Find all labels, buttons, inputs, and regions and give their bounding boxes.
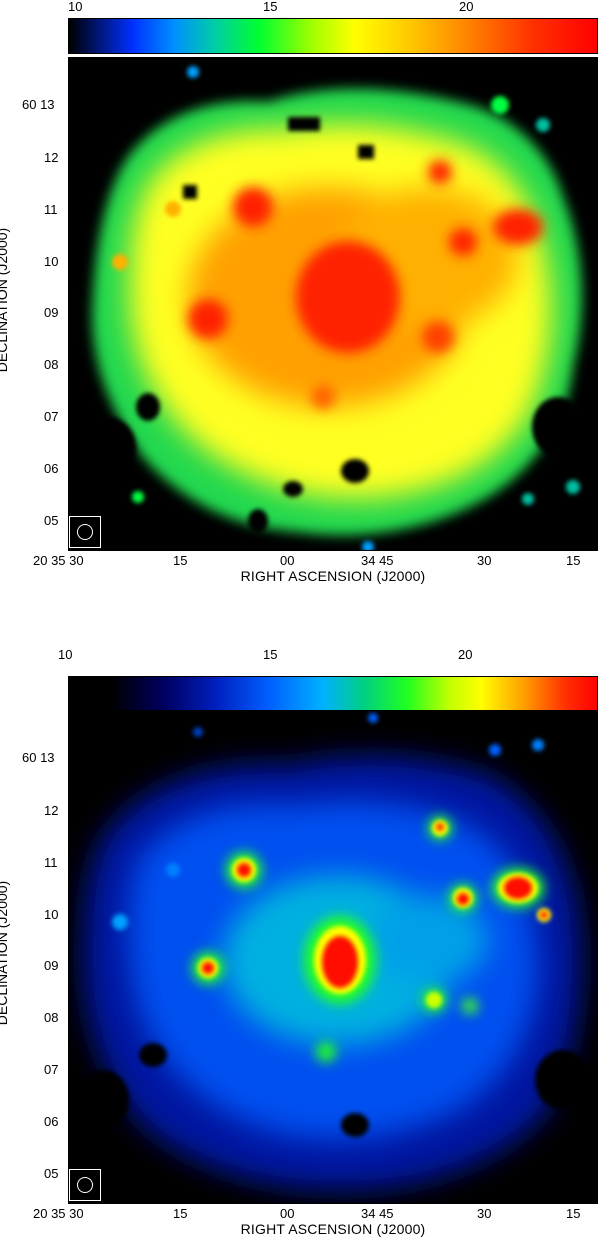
y-tick-label: 12 [44, 150, 59, 165]
x-tick-label: 30 [477, 1206, 492, 1221]
colorbar-tick-label: 20 [458, 647, 473, 662]
x-tick-label: 15 [566, 1206, 581, 1221]
y-tick-label: 06 [44, 461, 59, 476]
y-tick-label: 60 13 [22, 750, 55, 765]
beam-marker [69, 1169, 101, 1201]
y-tick-label: 10 [44, 907, 59, 922]
colorbar-tick-label: 15 [263, 0, 278, 14]
colorbar-tick-label: 10 [68, 0, 83, 14]
radio-intensity-map [68, 57, 598, 551]
y-tick-label: 10 [44, 254, 59, 269]
y-tick-label: 07 [44, 409, 59, 424]
x-tick-label: 15 [173, 553, 188, 568]
image-panel-top: 10 15 20 [0, 0, 600, 600]
y-tick-label: 09 [44, 958, 59, 973]
colorbar [68, 18, 598, 54]
colorbar-tick-label: 10 [58, 647, 73, 662]
x-tick-label: 20 35 30 [33, 553, 84, 568]
y-tick-label: 05 [44, 513, 59, 528]
y-tick-label: 05 [44, 1166, 59, 1181]
x-tick-label: 15 [566, 553, 581, 568]
x-tick-label: 00 [280, 1206, 295, 1221]
x-axis-label: RIGHT ASCENSION (J2000) [240, 568, 426, 584]
y-tick-label: 08 [44, 357, 59, 372]
image-panel-bottom: 10 15 20 [0, 648, 600, 1248]
x-tick-label: 20 35 30 [33, 1206, 84, 1221]
y-tick-label: 07 [44, 1062, 59, 1077]
nebula-image [80, 66, 584, 551]
y-tick-label: 11 [44, 855, 58, 870]
colorbar-tick-label: 15 [263, 647, 278, 662]
x-tick-label: 15 [173, 1206, 188, 1221]
x-tick-label: 30 [477, 553, 492, 568]
beam-circle-icon [77, 1177, 93, 1193]
x-tick-label: 00 [280, 553, 295, 568]
x-axis-label: RIGHT ASCENSION (J2000) [240, 1221, 426, 1237]
beam-circle-icon [77, 524, 93, 540]
nebula-image [77, 713, 591, 1191]
y-axis-label: DECLINATION (J2000) [0, 880, 10, 1026]
x-tick-label: 34 45 [361, 1206, 394, 1221]
y-tick-label: 08 [44, 1010, 59, 1025]
y-tick-label: 06 [44, 1114, 59, 1129]
colorbar [68, 676, 598, 712]
y-axis-label: DECLINATION (J2000) [0, 227, 10, 373]
y-tick-label: 60 13 [22, 97, 55, 112]
x-tick-label: 34 45 [361, 553, 394, 568]
y-tick-label: 09 [44, 305, 59, 320]
beam-marker [69, 516, 101, 548]
radio-intensity-map [68, 710, 598, 1204]
colorbar-tick-label: 20 [459, 0, 474, 14]
y-tick-label: 12 [44, 803, 59, 818]
y-tick-label: 11 [44, 202, 58, 217]
